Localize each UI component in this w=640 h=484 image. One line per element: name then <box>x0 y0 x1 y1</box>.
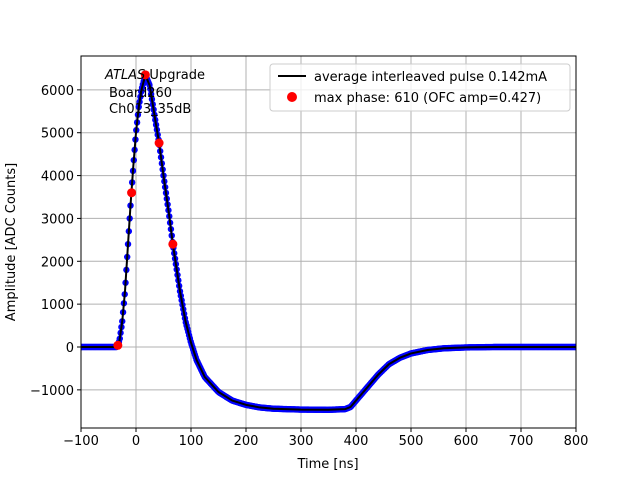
average-pulse-line <box>81 73 576 411</box>
svg-text:ATLAS Upgrade: ATLAS Upgrade <box>104 68 205 83</box>
y-tick-label: 2000 <box>41 255 74 270</box>
plot-area <box>81 70 576 413</box>
y-tick-label: −1000 <box>30 384 74 399</box>
y-tick-label: 3000 <box>41 212 74 227</box>
y-tick-label: 5000 <box>41 127 74 142</box>
x-tick-label: 800 <box>564 434 589 449</box>
legend-box <box>269 63 571 112</box>
legend-dot-marker <box>287 92 297 102</box>
x-tick-label: 600 <box>454 434 479 449</box>
max-phase-marker <box>168 239 178 249</box>
max-phase-marker <box>113 340 123 350</box>
max-phase-marker <box>127 188 137 198</box>
x-axis-label: Time [ns] <box>296 457 358 472</box>
y-tick-label: 6000 <box>41 84 74 99</box>
ticks: −100 0 100 200 300 400 500 600 700 800−1000010002… <box>30 84 588 449</box>
x-tick-label: 400 <box>344 434 369 449</box>
channel-label: Ch013_35dB <box>109 102 191 117</box>
legend-entry-max-phase: max phase: 610 (OFC amp=0.427) <box>314 91 541 106</box>
x-tick-label: 500 <box>399 434 424 449</box>
board-label: Board260 <box>109 86 172 101</box>
x-tick-label: 700 <box>509 434 534 449</box>
x-tick-label: 300 <box>289 434 314 449</box>
y-tick-label: 0 <box>66 341 74 356</box>
legend-entry-pulse: average interleaved pulse 0.142mA <box>314 70 547 85</box>
axes-frame <box>80 55 577 429</box>
x-tick-label: 100 <box>179 434 204 449</box>
series-group <box>81 70 576 413</box>
x-tick-label: −100 <box>63 434 99 449</box>
upgrade-label: Upgrade <box>149 68 205 83</box>
max-phase-marker <box>154 138 164 148</box>
max-phase-marker <box>140 70 150 80</box>
legend: average interleaved pulse 0.142mA max ph… <box>269 63 571 112</box>
atlas-annotation: ATLAS Upgrade Board260 Ch013_35dB <box>104 68 205 117</box>
y-tick-label: 4000 <box>41 170 74 185</box>
y-tick-label: 1000 <box>41 298 74 313</box>
atlas-label: ATLAS <box>104 68 145 83</box>
x-tick-label: 200 <box>234 434 259 449</box>
y-axis-label: Amplitude [ADC Counts] <box>4 163 19 321</box>
x-tick-label: 0 <box>132 434 140 449</box>
